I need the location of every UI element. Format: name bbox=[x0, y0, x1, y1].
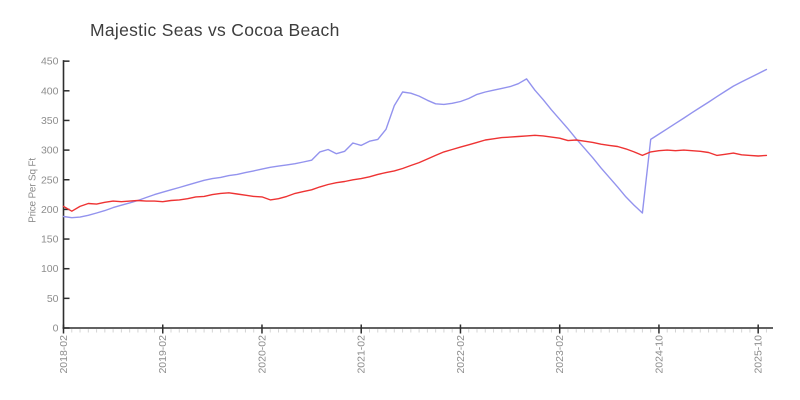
x-tick-label: 2020-02 bbox=[256, 335, 268, 374]
y-tick-label: 150 bbox=[41, 234, 59, 246]
y-tick-label: 200 bbox=[41, 204, 59, 216]
y-tick-label: 250 bbox=[41, 174, 59, 186]
y-tick-label: 100 bbox=[41, 263, 59, 275]
x-tick-label: 2021-02 bbox=[356, 335, 368, 374]
series-line-cocoa-beach bbox=[62, 134, 768, 212]
y-tick-label: 450 bbox=[41, 56, 59, 68]
x-tick-label: 2023-02 bbox=[554, 335, 566, 374]
x-tick-label: 2024-10 bbox=[653, 335, 665, 374]
y-tick-label: 350 bbox=[41, 115, 59, 127]
x-tick-label: 2018-02 bbox=[58, 335, 70, 374]
series-line-majestic-seas bbox=[62, 68, 768, 219]
x-tick-label: 2022-02 bbox=[455, 335, 467, 374]
x-tick-label: 2025-10 bbox=[753, 335, 765, 374]
y-tick-label: 0 bbox=[53, 323, 59, 335]
y-tick-label: 50 bbox=[47, 293, 59, 305]
x-tick-label: 2019-02 bbox=[157, 335, 169, 374]
y-tick-label: 300 bbox=[41, 145, 59, 157]
chart-title: Majestic Seas vs Cocoa Beach bbox=[90, 20, 340, 40]
y-tick-label: 400 bbox=[41, 85, 59, 97]
